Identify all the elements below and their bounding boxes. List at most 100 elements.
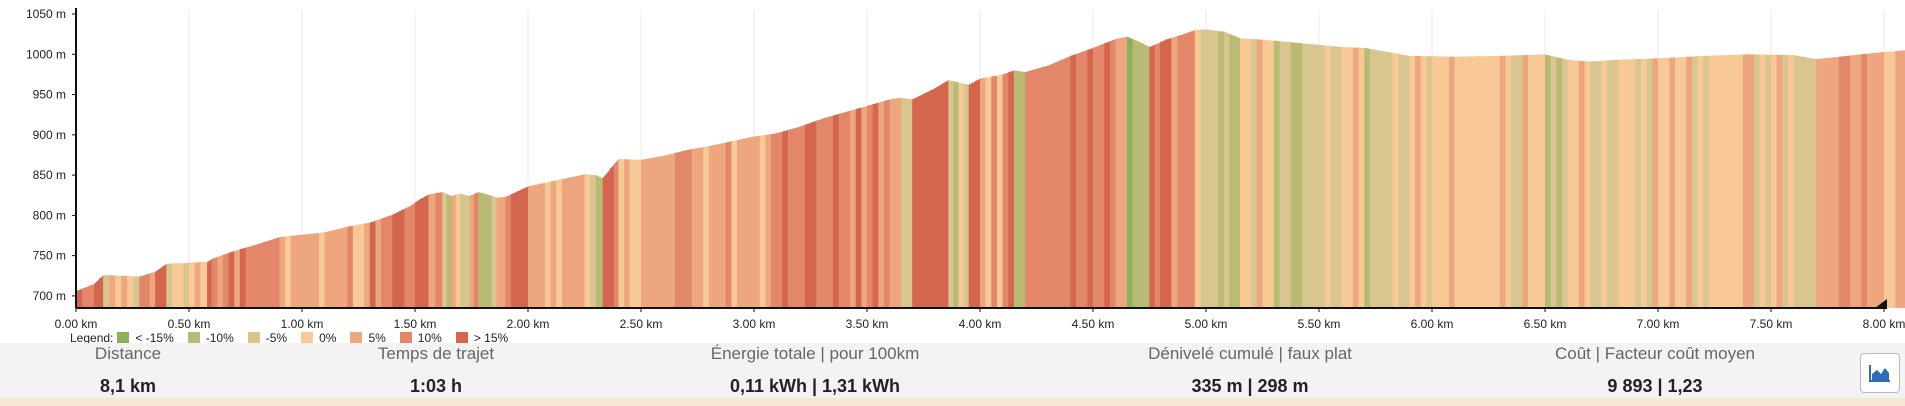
- elevation-segment: [1833, 56, 1840, 308]
- elevation-segment: [985, 76, 992, 308]
- elevation-segment: [584, 174, 591, 308]
- elevation-segment: [754, 135, 761, 308]
- elevation-segment: [953, 81, 960, 308]
- elevation-segment: [419, 196, 425, 308]
- stat-value: 8,1 km: [99, 376, 157, 396]
- elevation-segment: [155, 267, 162, 308]
- elevation-segment: [663, 154, 670, 308]
- elevation-segment: [82, 286, 89, 308]
- elevation-segment: [1036, 67, 1043, 309]
- elevation-segment: [1375, 49, 1382, 309]
- elevation-segment: [98, 274, 104, 308]
- elevation-segment: [635, 159, 642, 308]
- elevation-segment: [742, 137, 749, 308]
- elevation-segment: [1183, 32, 1190, 308]
- stat-cost: Coût | Facteur coût moyen 9 893 | 1,23: [1555, 343, 1755, 398]
- elevation-segment: [1324, 45, 1331, 309]
- x-tick-label: 3.00 km: [733, 317, 776, 331]
- elevation-segment: [1268, 40, 1275, 309]
- elevation-segment: [1545, 54, 1552, 308]
- elevation-segment: [980, 77, 987, 309]
- elevation-segment: [697, 147, 704, 308]
- elevation-segment: [1290, 42, 1297, 308]
- elevation-segment: [1042, 65, 1049, 309]
- elevation-segment: [183, 262, 190, 308]
- legend-swatch: [455, 332, 468, 344]
- elevation-segment: [613, 159, 619, 308]
- elevation-segment: [207, 258, 213, 308]
- elevation-segment: [714, 143, 721, 308]
- elevation-segment: [533, 183, 540, 308]
- elevation-segment: [1059, 58, 1066, 308]
- elevation-segment: [1008, 70, 1015, 309]
- elevation-segment: [1776, 54, 1783, 308]
- elevation-segment: [889, 98, 896, 308]
- x-tick-label: 0.50 km: [168, 317, 211, 331]
- elevation-segment: [1477, 56, 1484, 308]
- elevation-segment: [799, 124, 806, 309]
- x-tick-label: 8.00 km: [1863, 317, 1905, 331]
- elevation-segment: [1850, 54, 1857, 308]
- elevation-segment: [1279, 41, 1286, 309]
- elevation-segment: [160, 263, 167, 308]
- elevation-segment: [1488, 56, 1495, 308]
- stat-value: 0,11 kWh | 1,31 kWh: [729, 376, 901, 396]
- elevation-segment: [827, 115, 834, 308]
- elevation-segment: [1867, 53, 1874, 308]
- elevation-segment: [330, 229, 337, 308]
- elevation-segment: [680, 150, 687, 308]
- elevation-segment: [720, 142, 727, 308]
- elevation-segment: [364, 222, 371, 308]
- x-tick-label: 6.50 km: [1524, 317, 1567, 331]
- elevation-segment: [491, 196, 497, 308]
- elevation-segment: [1002, 72, 1009, 309]
- elevation-segment: [109, 275, 116, 308]
- elevation-segment: [222, 252, 230, 308]
- elevation-segment: [1093, 45, 1100, 308]
- elevation-segment: [1612, 59, 1620, 309]
- elevation-segment: [674, 151, 682, 308]
- elevation-segment: [369, 220, 377, 308]
- elevation-segment: [1748, 54, 1755, 308]
- chart-toggle-button[interactable]: [1860, 353, 1900, 393]
- elevation-segment: [1595, 60, 1603, 308]
- legend-label: < -15%: [135, 331, 174, 345]
- y-tick-label: 750 m: [33, 249, 66, 263]
- elevation-segment: [1584, 61, 1591, 308]
- elevation-segment: [139, 274, 146, 308]
- elevation-segment: [347, 225, 354, 308]
- elevation-segment: [290, 235, 297, 308]
- elevation-segment: [646, 157, 653, 308]
- elevation-segment: [821, 117, 829, 308]
- legend-swatch: [247, 332, 260, 344]
- elevation-segment: [1793, 55, 1800, 308]
- elevation-segment: [641, 158, 648, 308]
- elevation-segment: [1160, 39, 1166, 309]
- elevation-segment: [1432, 56, 1439, 309]
- elevation-segment: [1884, 51, 1891, 308]
- elevation-segment: [1415, 56, 1422, 308]
- elevation-segment: [991, 75, 998, 309]
- elevation-segment: [1539, 54, 1546, 308]
- elevation-segment: [602, 169, 610, 308]
- elevation-segment: [1573, 60, 1580, 309]
- elevation-segment: [211, 256, 218, 308]
- elevation-segment: [1319, 44, 1326, 308]
- elevation-segment: [1229, 33, 1236, 309]
- stat-value: 9 893 | 1,23: [1607, 376, 1703, 396]
- elevation-segment: [496, 197, 502, 308]
- elevation-segment: [1878, 51, 1885, 309]
- elevation-segment: [115, 275, 122, 308]
- elevation-segment: [1126, 36, 1134, 309]
- elevation-segment: [1121, 36, 1128, 309]
- elevation-segment: [511, 191, 518, 308]
- elevation-segment: [127, 276, 134, 308]
- elevation-segment: [770, 133, 778, 308]
- x-tick-label: 3.50 km: [846, 317, 889, 331]
- legend-label: -5%: [265, 331, 288, 345]
- elevation-segment: [1104, 41, 1111, 308]
- elevation-segment: [1844, 55, 1851, 309]
- elevation-segment: [103, 274, 110, 308]
- x-tick-label: 6.00 km: [1411, 317, 1454, 331]
- elevation-segment: [133, 276, 140, 308]
